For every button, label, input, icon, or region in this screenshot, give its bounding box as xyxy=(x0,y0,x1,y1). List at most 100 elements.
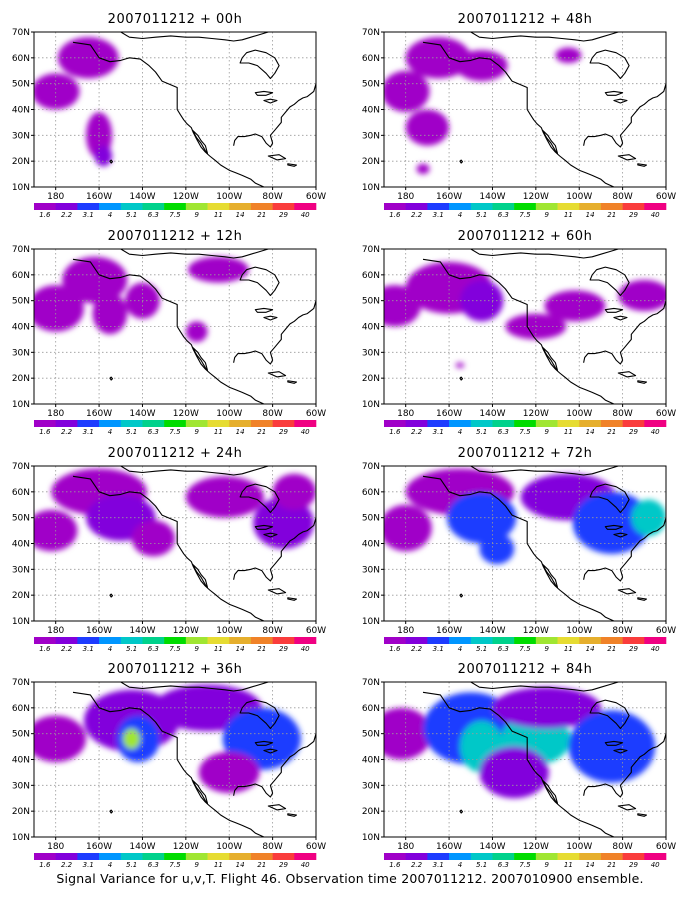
map-area xyxy=(384,682,666,837)
colorbar-label: 14 xyxy=(236,861,245,869)
lat-label: 50N xyxy=(362,514,380,524)
colorbar-swatch xyxy=(470,203,493,210)
colorbar-label: 6.3 xyxy=(148,211,159,219)
coastline-arctic xyxy=(120,682,269,692)
lat-label: 60N xyxy=(12,704,30,714)
coastline-west xyxy=(422,258,615,404)
coastline-island xyxy=(267,804,287,811)
colorbar-label: 21 xyxy=(607,211,616,219)
lat-label: 20N xyxy=(362,807,380,817)
lat-label: 60N xyxy=(362,704,380,714)
coastline-arctic xyxy=(120,32,269,42)
colorbar-swatch xyxy=(272,637,295,644)
lat-label: 50N xyxy=(12,730,30,740)
colorbar-swatch xyxy=(384,853,406,860)
variance-contour xyxy=(446,491,517,544)
colorbar-label: 40 xyxy=(301,211,310,219)
lon-label: 180 xyxy=(47,626,64,636)
lat-label: 30N xyxy=(12,131,30,141)
colorbar-label: 29 xyxy=(279,861,288,869)
colorbar-swatch xyxy=(294,203,317,210)
colorbar-swatch xyxy=(644,853,667,860)
colorbar-label: 11 xyxy=(564,645,573,653)
colorbar-label: 11 xyxy=(214,861,223,869)
lon-label: 100W xyxy=(566,626,592,636)
colorbar-label: 3.1 xyxy=(83,645,94,653)
lat-label: 60N xyxy=(362,54,380,64)
lon-label: 80W xyxy=(262,626,282,636)
colorbar-swatch xyxy=(294,420,317,427)
colorbar-swatch xyxy=(99,853,122,860)
colorbar-label: 6.3 xyxy=(498,861,509,869)
colorbar-label: 3.1 xyxy=(433,645,444,653)
coastline-west xyxy=(72,41,265,187)
lat-label: 20N xyxy=(362,157,380,167)
lon-label: 100W xyxy=(216,626,242,636)
variance-contour xyxy=(34,285,84,332)
colorbar-swatch xyxy=(427,637,450,644)
lat-label: 40N xyxy=(12,106,30,116)
lat-label: 20N xyxy=(12,157,30,167)
lon-label: 180 xyxy=(397,409,414,419)
colorbar-label: 9 xyxy=(194,428,199,436)
lat-label: 60N xyxy=(12,271,30,281)
colorbar-swatch xyxy=(294,637,317,644)
map-area xyxy=(384,466,666,621)
map-panel: 2007011212 + 00h 10N 20N 30N 40N 50N 60N 70N 180… xyxy=(12,12,326,219)
coastline-great-lakes xyxy=(254,524,274,530)
lat-label: 30N xyxy=(362,781,380,791)
coastline-great-lakes xyxy=(613,748,628,754)
variance-contour xyxy=(572,491,651,554)
colorbar-label: 1.6 xyxy=(39,211,51,219)
colorbar-swatch xyxy=(164,420,187,427)
map-panel: 2007011212 + 12h 10N 20N 30N 40N 50N 60N 70N 180… xyxy=(12,229,326,436)
colorbar-label: 9 xyxy=(544,428,549,436)
coastline-west xyxy=(72,691,265,837)
colorbar-swatch xyxy=(557,203,580,210)
lat-label: 70N xyxy=(12,462,30,472)
colorbar-label: 21 xyxy=(607,645,616,653)
colorbar-label: 2.2 xyxy=(61,211,73,219)
colorbar-swatch xyxy=(492,203,515,210)
map-panel: 2007011212 + 84h 10N 20N 30N 40N 50N 60N 70N 180… xyxy=(362,662,676,869)
coastline-island xyxy=(459,593,464,598)
lat-label: 70N xyxy=(362,678,380,688)
coastline-baja xyxy=(191,563,209,588)
coastline-east xyxy=(233,300,316,365)
lon-label: 60W xyxy=(656,409,676,419)
colorbar-swatch xyxy=(579,637,602,644)
colorbar-swatch xyxy=(535,420,558,427)
variance-contour xyxy=(94,145,113,167)
colorbar-swatch xyxy=(622,420,645,427)
colorbar-swatch xyxy=(120,853,143,860)
coastline-island xyxy=(637,813,648,817)
colorbar-label: 3.1 xyxy=(433,211,444,219)
lat-label: 10N xyxy=(362,833,380,843)
colorbar-label: 2.2 xyxy=(411,211,423,219)
panel-title: 2007011212 + 36h xyxy=(108,662,243,677)
colorbar-label: 11 xyxy=(214,211,223,219)
coastline-island xyxy=(287,813,298,817)
lon-label: 80W xyxy=(612,842,632,852)
colorbar-label: 2.2 xyxy=(411,428,423,436)
coastline-west xyxy=(422,475,615,621)
variance-contour xyxy=(568,710,656,783)
lon-label: 100W xyxy=(216,409,242,419)
lat-label: 20N xyxy=(362,374,380,384)
lat-label: 10N xyxy=(362,183,380,193)
colorbar-label: 4 xyxy=(108,861,112,869)
lat-label: 50N xyxy=(12,297,30,307)
variance-contour xyxy=(131,520,175,557)
lat-label: 40N xyxy=(12,540,30,550)
coastline-west xyxy=(422,41,615,187)
lat-label: 70N xyxy=(12,678,30,688)
colorbar-swatch xyxy=(405,637,428,644)
coastline-island xyxy=(617,804,637,811)
coastline-island xyxy=(109,376,114,381)
coastline-great-lakes xyxy=(263,532,278,538)
colorbar-swatch xyxy=(535,203,558,210)
lon-label: 60W xyxy=(306,409,326,419)
figure-caption: Signal Variance for u,v,T. Flight 46. Ob… xyxy=(56,871,644,886)
lon-label: 180 xyxy=(47,192,64,202)
